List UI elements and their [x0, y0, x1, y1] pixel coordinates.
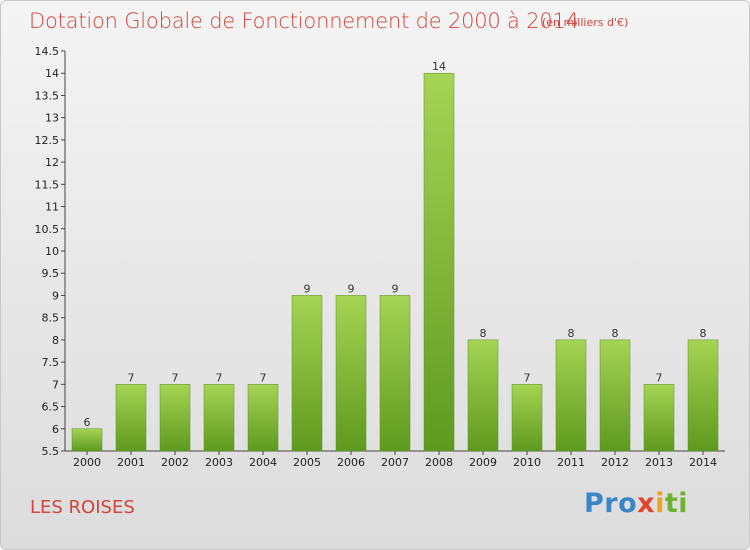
x-tick-label: 2006 — [337, 456, 365, 469]
x-tick-label: 2014 — [689, 456, 717, 469]
x-tick-label: 2002 — [161, 456, 189, 469]
y-tick-label: 13 — [45, 112, 59, 125]
y-tick-label: 12.5 — [35, 134, 60, 147]
x-tick-label: 2009 — [469, 456, 497, 469]
bar-value-label: 8 — [700, 327, 707, 340]
bar-value-label: 7 — [216, 371, 223, 384]
bar — [71, 428, 103, 452]
bar-value-label: 8 — [480, 327, 487, 340]
x-tick-label: 2005 — [293, 456, 321, 469]
bar-value-label: 7 — [524, 371, 531, 384]
bar — [599, 339, 631, 452]
bar — [159, 384, 191, 452]
x-tick-label: 2007 — [381, 456, 409, 469]
bar-value-label: 8 — [568, 327, 575, 340]
y-tick-label: 5.5 — [42, 445, 60, 458]
x-tick-label: 2008 — [425, 456, 453, 469]
x-tick-label: 2013 — [645, 456, 673, 469]
bar-value-label: 7 — [172, 371, 179, 384]
y-tick-label: 8 — [52, 334, 59, 347]
y-tick-label: 8.5 — [42, 312, 60, 325]
commune-name: LES ROISES — [30, 497, 135, 518]
bar — [467, 339, 499, 452]
y-tick-label: 10.5 — [35, 223, 60, 236]
bar — [203, 384, 235, 452]
y-tick-label: 11 — [45, 201, 59, 214]
bar-value-label: 6 — [84, 416, 91, 429]
proxiti-logo: Proxiti — [584, 488, 688, 519]
bar — [379, 295, 411, 452]
bar — [687, 339, 719, 452]
bar-value-label: 9 — [304, 282, 311, 295]
x-tick-label: 2001 — [117, 456, 145, 469]
bar — [291, 295, 323, 452]
x-tick-label: 2004 — [249, 456, 277, 469]
logo-part-pro: Pro — [584, 488, 638, 519]
bar — [511, 384, 543, 452]
y-tick-label: 11.5 — [35, 178, 60, 191]
bar — [335, 295, 367, 452]
y-tick-label: 7 — [52, 378, 59, 391]
y-tick-label: 14.5 — [35, 45, 60, 58]
x-tick-label: 2012 — [601, 456, 629, 469]
y-tick-label: 10 — [45, 245, 59, 258]
bar-value-label: 14 — [432, 60, 446, 73]
bar-value-label: 8 — [612, 327, 619, 340]
y-tick-label: 7.5 — [42, 356, 60, 369]
bar-value-label: 7 — [128, 371, 135, 384]
x-tick-label: 2010 — [513, 456, 541, 469]
y-tick-label: 14 — [45, 67, 59, 80]
y-tick-label: 12 — [45, 156, 59, 169]
bar-value-label: 9 — [392, 282, 399, 295]
bar-value-label: 7 — [656, 371, 663, 384]
bar — [423, 72, 455, 452]
y-tick-label: 6.5 — [42, 401, 60, 414]
bar — [115, 384, 147, 452]
y-tick-label: 6 — [52, 423, 59, 436]
x-tick-label: 2003 — [205, 456, 233, 469]
y-tick-label: 13.5 — [35, 89, 60, 102]
bar — [643, 384, 675, 452]
logo-part-ti: ti — [664, 488, 689, 519]
bar — [247, 384, 279, 452]
x-tick-label: 2011 — [557, 456, 585, 469]
logo-part-i: i — [655, 488, 665, 519]
bar — [555, 339, 587, 452]
y-tick-label: 9.5 — [42, 267, 60, 280]
bar-value-label: 7 — [260, 371, 267, 384]
bar-value-label: 9 — [348, 282, 355, 295]
logo-part-x: x — [637, 488, 656, 519]
chart-unit-note: (en milliers d'€) — [542, 16, 629, 29]
chart-title: Dotation Globale de Fonctionnement de 20… — [29, 9, 579, 33]
y-tick-label: 9 — [52, 289, 59, 302]
x-tick-label: 2000 — [73, 456, 101, 469]
